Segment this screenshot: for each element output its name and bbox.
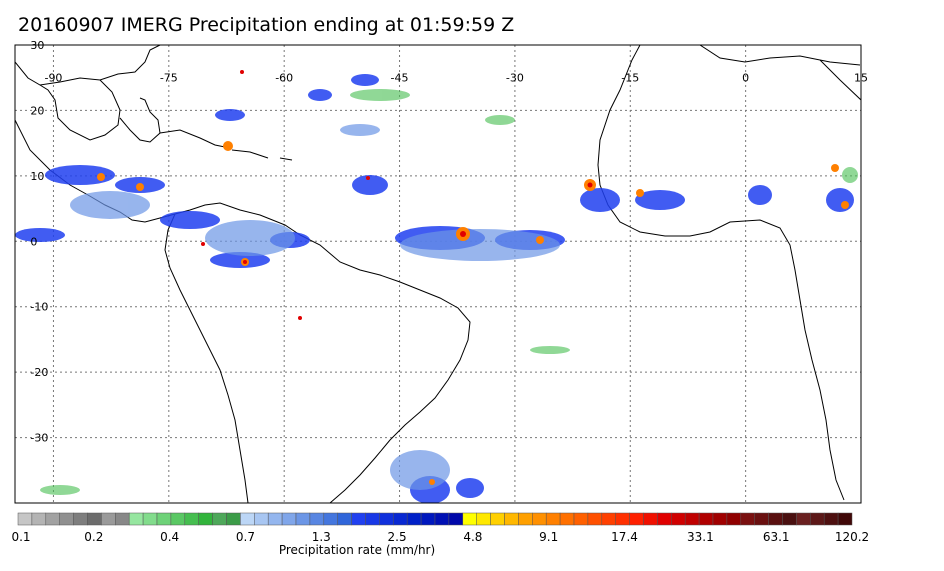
colorbar-tick-label: 9.1 [539, 530, 559, 544]
colorbar-tick-label: 63.1 [762, 530, 790, 544]
colorbar-tick-label: 0.7 [235, 530, 255, 544]
colorbar-swatch [823, 512, 839, 526]
colorbar-swatch [462, 512, 477, 526]
colorbar-swatch [170, 512, 186, 526]
longitude-label: -45 [391, 72, 409, 85]
colorbar-swatch [837, 512, 853, 526]
colorbar-swatch [45, 512, 60, 526]
colorbar-swatch [629, 512, 644, 526]
longitude-label: -90 [44, 72, 62, 85]
colorbar-swatch [184, 512, 199, 526]
longitude-label: 15 [854, 72, 868, 85]
colorbar-tick-label: 2.5 [387, 530, 407, 544]
colorbar-swatch [671, 512, 686, 526]
colorbar-title: Precipitation rate (mm/hr) [278, 543, 436, 557]
colorbar-swatch [643, 512, 658, 526]
latitude-label: 30 [30, 39, 44, 52]
colorbar-swatch [198, 512, 213, 526]
colorbar-swatch [87, 512, 102, 526]
colorbar-swatch [559, 512, 575, 526]
colorbar-swatch [17, 512, 33, 526]
colorbar-swatch [212, 512, 227, 526]
colorbar-tick-label: 0.1 [11, 530, 31, 544]
colorbar-swatch [337, 512, 352, 526]
colorbar-swatch [768, 512, 783, 526]
colorbar-swatch [518, 512, 533, 526]
latitude-label: -30 [30, 432, 48, 445]
colorbar-swatch [740, 512, 755, 526]
latitude-label: 20 [30, 104, 44, 117]
colorbar-swatch [73, 512, 88, 526]
colorbar-swatch [657, 512, 672, 526]
colorbar-swatch [267, 512, 283, 526]
longitude-label: -75 [160, 72, 178, 85]
longitude-label: 0 [742, 72, 749, 85]
colorbar-swatch [684, 512, 700, 526]
colorbar-swatch [490, 512, 505, 526]
axis-labels: -90 -75 -60 -45 -30 -15 0 15 30 20 10 0 -10 -20 -30 [30, 39, 868, 445]
latitude-label: -10 [30, 301, 48, 314]
colorbar-swatch [782, 512, 797, 526]
colorbar-swatch [726, 512, 742, 526]
colorbar-tick-label: 120.2 [834, 530, 870, 544]
colorbar-swatch [545, 512, 561, 526]
colorbar-swatch [504, 512, 519, 526]
colorbar-swatch [31, 512, 47, 526]
colorbar-tick-label: 17.4 [611, 530, 638, 544]
colorbar-swatch [128, 512, 144, 526]
colorbar-swatch [281, 512, 297, 526]
colorbar-swatch [393, 512, 408, 526]
colorbar [17, 512, 853, 526]
colorbar-swatch [587, 512, 603, 526]
latitude-label: 0 [30, 235, 37, 248]
colorbar-swatch [309, 512, 325, 526]
colorbar-swatch [434, 512, 450, 526]
graticule [15, 44, 862, 503]
coastlines [15, 45, 861, 503]
longitude-label: -60 [275, 72, 293, 85]
map-title: 20160907 IMERG Precipitation ending at 0… [18, 14, 515, 36]
colorbar-tick-label: 1.3 [311, 530, 331, 544]
colorbar-swatch [156, 512, 172, 526]
latitude-label: -20 [30, 366, 48, 379]
longitude-label: -30 [506, 72, 524, 85]
latitude-label: 10 [30, 170, 44, 183]
colorbar-swatch [295, 512, 311, 526]
colorbar-swatch [601, 512, 616, 526]
colorbar-swatch [59, 512, 74, 526]
map-background [15, 45, 861, 503]
colorbar-swatch [712, 512, 728, 526]
colorbar-swatch [226, 512, 241, 526]
colorbar-swatch [142, 512, 158, 526]
colorbar-swatch [351, 512, 366, 526]
colorbar-swatch [810, 512, 825, 526]
colorbar-tick-label: 4.8 [463, 530, 483, 544]
colorbar-swatch [379, 512, 394, 526]
colorbar-tick-label: 0.2 [84, 530, 104, 544]
colorbar-swatch [254, 512, 269, 526]
colorbar-swatch [573, 512, 589, 526]
colorbar-swatch [406, 512, 422, 526]
colorbar-swatch [101, 512, 116, 526]
colorbar-swatch [420, 512, 436, 526]
colorbar-swatch [115, 512, 130, 526]
colorbar-swatch [476, 512, 491, 526]
colorbar-swatch [532, 512, 547, 526]
colorbar-swatch [323, 512, 338, 526]
colorbar-tick-label: 0.4 [160, 530, 180, 544]
colorbar-swatch [365, 512, 380, 526]
map-frame [14, 44, 862, 504]
colorbar-swatch [615, 512, 630, 526]
colorbar-swatch [796, 512, 811, 526]
colorbar-swatch [448, 512, 464, 526]
longitude-label: -15 [621, 72, 639, 85]
precipitation-cells [15, 70, 858, 503]
colorbar-swatch [754, 512, 769, 526]
colorbar-swatch [240, 512, 255, 526]
colorbar-tick-label: 33.1 [687, 530, 714, 544]
colorbar-swatch [698, 512, 714, 526]
